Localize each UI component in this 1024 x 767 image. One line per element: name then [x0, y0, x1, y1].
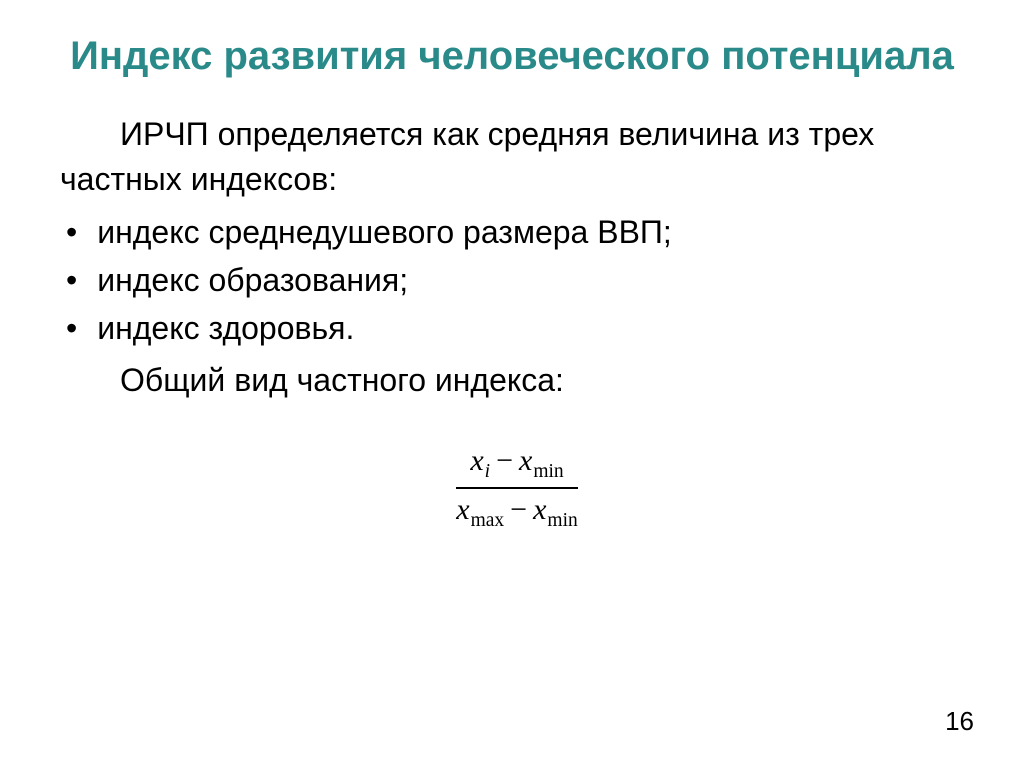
- formula-sub: max: [471, 510, 505, 531]
- list-item: индекс здоровья.: [60, 304, 974, 352]
- formula-label-text: Общий вид частного индекса:: [120, 362, 564, 398]
- page-number: 16: [945, 706, 974, 737]
- formula-sub: min: [533, 461, 563, 482]
- list-item: индекс образования;: [60, 256, 974, 304]
- intro-paragraph: ИРЧП определяется как средняя величина и…: [60, 112, 974, 202]
- formula-sub: min: [547, 510, 577, 531]
- formula-var: x: [533, 493, 546, 526]
- formula-var: x: [456, 493, 469, 526]
- slide-title: Индекс развития человеческого потенциала: [50, 30, 974, 82]
- slide-content: ИРЧП определяется как средняя величина и…: [50, 112, 974, 534]
- formula-var: x: [519, 444, 532, 477]
- formula-sub: i: [485, 461, 490, 482]
- formula-var: x: [470, 444, 483, 477]
- formula-denominator: xmax−xmin: [456, 489, 578, 534]
- list-item: индекс среднедушевого размера ВВП;: [60, 208, 974, 256]
- formula-numerator: xi−xmin: [456, 442, 578, 489]
- formula-label: Общий вид частного индекса:: [60, 358, 974, 403]
- formula: xi−xmin xmax−xmin: [456, 442, 578, 534]
- formula-minus: −: [496, 444, 513, 477]
- index-list: индекс среднедушевого размера ВВП; индек…: [60, 208, 974, 352]
- formula-wrapper: xi−xmin xmax−xmin: [60, 442, 974, 534]
- intro-text: ИРЧП определяется как средняя величина и…: [60, 116, 874, 197]
- formula-minus: −: [510, 493, 527, 526]
